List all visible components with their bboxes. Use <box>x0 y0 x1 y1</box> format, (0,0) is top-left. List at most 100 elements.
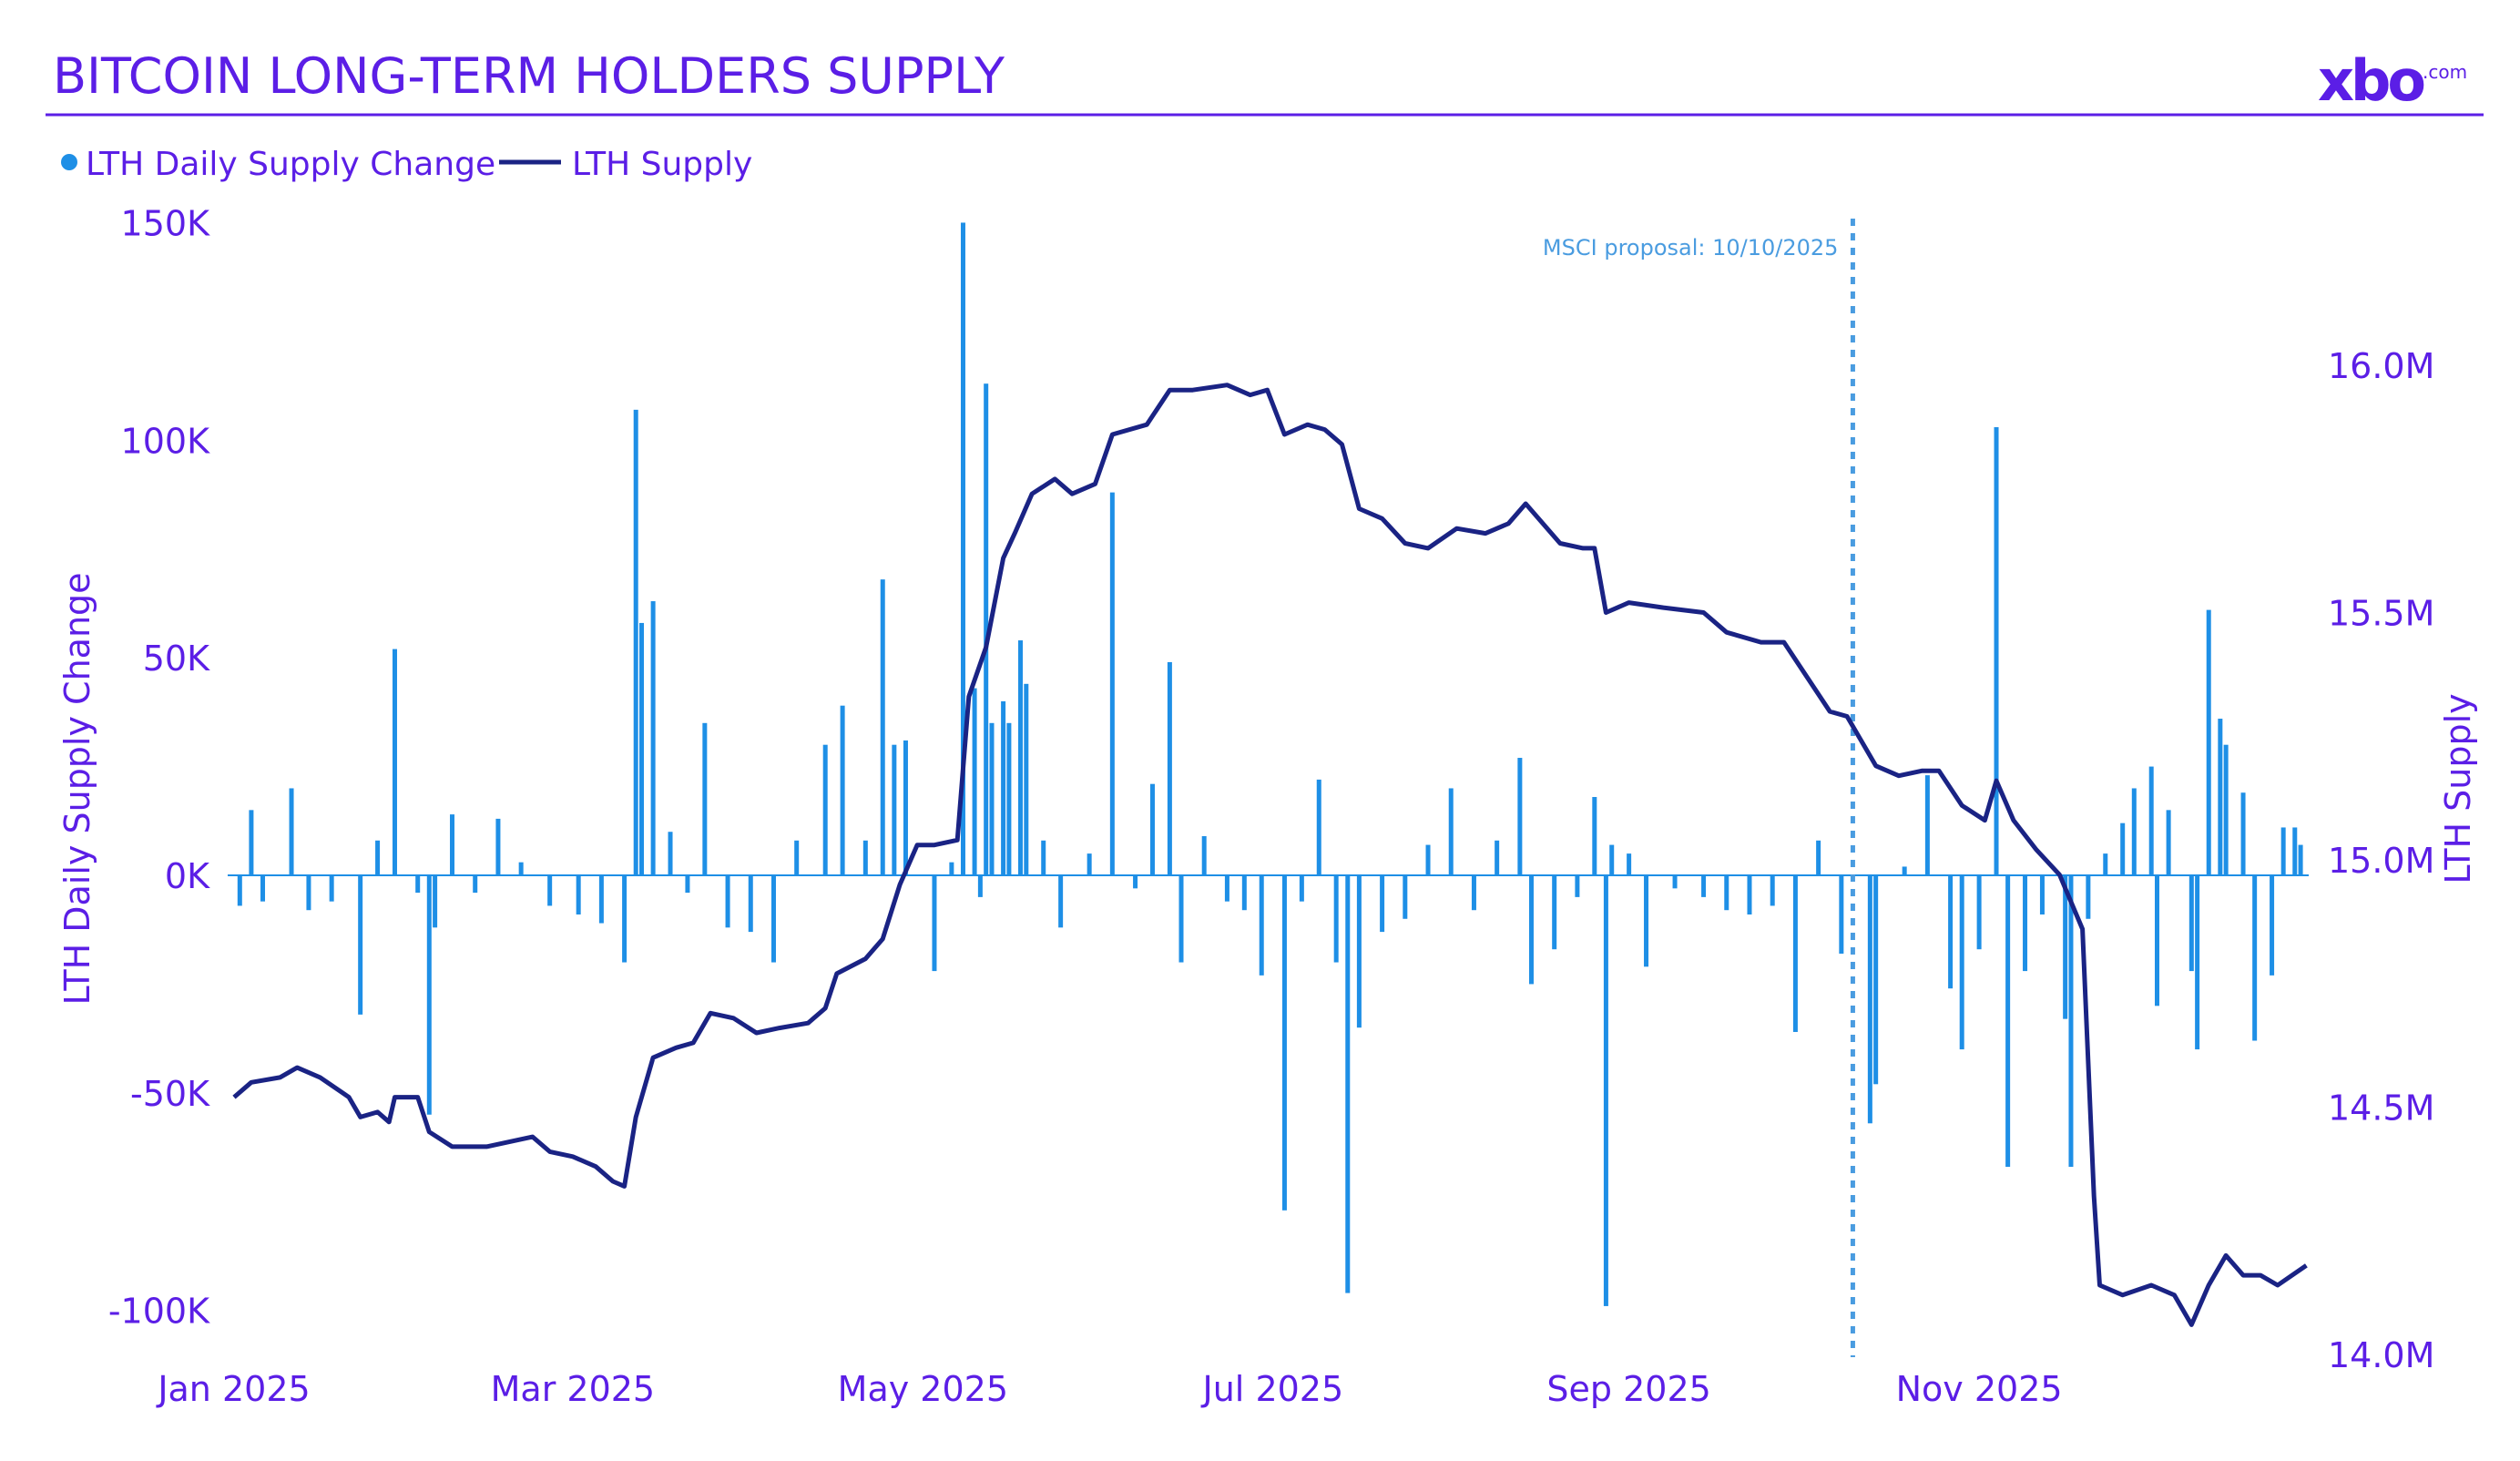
y-right-ticks: 16.0M 15.5M 15.0M 14.5M 14.0M <box>2328 346 2434 1375</box>
bar <box>977 875 983 897</box>
bar <box>1747 875 1752 914</box>
bar <box>1259 875 1264 976</box>
bar <box>1867 875 1872 1124</box>
legend: LTH Daily Supply Change LTH Supply <box>61 146 752 183</box>
bar <box>1627 853 1632 875</box>
bar <box>2005 875 2011 1168</box>
x-tick-label: Jul 2025 <box>1201 1369 1344 1409</box>
bar <box>1425 844 1431 875</box>
bar <box>1517 758 1523 875</box>
bar <box>2166 810 2171 875</box>
page-title: BITCOIN LONG-TERM HOLDERS SUPPLY <box>53 47 1005 105</box>
bar <box>1345 875 1351 1293</box>
bar <box>1241 875 1247 911</box>
bar <box>1609 844 1615 875</box>
legend-label-bars: LTH Daily Supply Change <box>86 146 495 183</box>
bar <box>1701 875 1707 897</box>
y-right-tick-label: 14.5M <box>2328 1088 2434 1129</box>
bar <box>2206 609 2211 875</box>
bar <box>862 840 868 875</box>
bar <box>415 875 421 894</box>
bar <box>2063 875 2068 1019</box>
bar <box>2148 766 2154 875</box>
bar <box>1403 875 1408 919</box>
bar <box>260 875 266 902</box>
y-right-axis-title: LTH Supply <box>2438 693 2478 884</box>
bar <box>249 810 254 875</box>
bar <box>1109 492 1115 875</box>
bar <box>1041 840 1046 875</box>
bar <box>1380 875 1385 933</box>
legend-marker-bars <box>61 154 77 170</box>
y-right-tick-label: 16.0M <box>2328 346 2434 386</box>
bar <box>1281 875 1287 1211</box>
bar <box>2068 875 2074 1168</box>
bar <box>1018 640 1024 875</box>
bar <box>289 788 294 875</box>
bar <box>1816 840 1821 875</box>
bar <box>770 875 776 963</box>
xbo-logo: xbo .com <box>2318 47 2467 114</box>
bar-series <box>237 222 2303 1306</box>
x-tick-label: Nov 2025 <box>1896 1369 2063 1409</box>
y-left-tick-label: 150K <box>121 203 211 243</box>
bar <box>650 601 656 875</box>
x-tick-label: Mar 2025 <box>491 1369 655 1409</box>
x-tick-label: May 2025 <box>838 1369 1008 1409</box>
bar <box>2155 875 2160 1006</box>
bar <box>1724 875 1729 911</box>
bar <box>576 875 581 914</box>
bar <box>1201 836 1207 875</box>
y-left-tick-label: 0K <box>165 856 210 896</box>
bar <box>392 649 397 875</box>
bar <box>1087 853 1092 875</box>
bar <box>1333 875 1339 963</box>
bar <box>2218 719 2223 875</box>
logo-suffix: .com <box>2423 61 2467 83</box>
bar <box>2240 792 2246 875</box>
bar <box>1839 875 1844 954</box>
bar <box>1603 875 1608 1306</box>
bar <box>622 875 627 963</box>
y-right-tick-label: 14.0M <box>2328 1335 2434 1375</box>
x-tick-label: Sep 2025 <box>1546 1369 1710 1409</box>
bar <box>375 840 381 875</box>
bar <box>358 875 363 1015</box>
bar <box>426 875 432 1115</box>
bar <box>2188 875 2194 972</box>
annotation-label: MSCI proposal: 10/10/2025 <box>1543 235 1839 261</box>
bar <box>1471 875 1476 911</box>
y-left-tick-label: -50K <box>130 1074 210 1114</box>
x-axis-ticks: Jan 2025 Mar 2025 May 2025 Jul 2025 Sep 2025… <box>156 1369 2062 1409</box>
bar <box>2086 875 2091 919</box>
bar <box>794 840 800 875</box>
bar <box>237 875 242 906</box>
bar <box>1356 875 1362 1028</box>
bar <box>989 722 995 875</box>
bar <box>2223 744 2229 875</box>
bar <box>518 862 524 875</box>
bar <box>1994 426 1999 875</box>
bar <box>903 740 908 875</box>
bar <box>840 705 845 875</box>
bar <box>2039 875 2045 914</box>
bar <box>598 875 604 924</box>
bar <box>932 875 937 972</box>
bar <box>972 688 977 875</box>
bar <box>1873 875 1879 1085</box>
bar <box>1299 875 1304 902</box>
y-left-axis-title: LTH Daily Supply Change <box>57 572 97 1005</box>
bar <box>1316 779 1321 875</box>
y-right-tick-label: 15.0M <box>2328 841 2434 881</box>
bar <box>450 814 455 875</box>
bar <box>495 818 501 875</box>
bar <box>1178 875 1184 963</box>
bar <box>2280 827 2286 875</box>
logo-text: xbo <box>2318 47 2423 114</box>
bar <box>949 862 954 875</box>
bar <box>433 875 438 928</box>
bar <box>1224 875 1229 902</box>
bar <box>633 409 638 875</box>
bar <box>1167 661 1172 875</box>
bar <box>1149 783 1155 875</box>
